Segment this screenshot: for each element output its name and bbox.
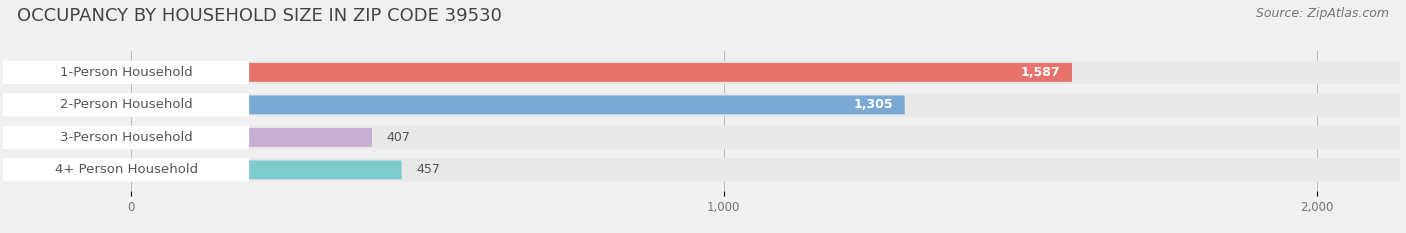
FancyBboxPatch shape [3, 126, 249, 149]
Text: 1-Person Household: 1-Person Household [59, 66, 193, 79]
FancyBboxPatch shape [131, 63, 1071, 82]
FancyBboxPatch shape [3, 126, 1400, 149]
FancyBboxPatch shape [3, 93, 1400, 116]
FancyBboxPatch shape [3, 93, 249, 116]
FancyBboxPatch shape [131, 128, 373, 147]
Text: 4+ Person Household: 4+ Person Household [55, 163, 198, 176]
FancyBboxPatch shape [3, 158, 1400, 182]
Text: 407: 407 [387, 131, 411, 144]
FancyBboxPatch shape [3, 61, 249, 84]
FancyBboxPatch shape [3, 158, 249, 182]
Text: 1,587: 1,587 [1021, 66, 1060, 79]
Text: 1,305: 1,305 [853, 98, 893, 111]
FancyBboxPatch shape [131, 161, 402, 179]
Text: 2-Person Household: 2-Person Household [59, 98, 193, 111]
Text: OCCUPANCY BY HOUSEHOLD SIZE IN ZIP CODE 39530: OCCUPANCY BY HOUSEHOLD SIZE IN ZIP CODE … [17, 7, 502, 25]
FancyBboxPatch shape [131, 96, 904, 114]
Text: 457: 457 [416, 163, 440, 176]
Text: 3-Person Household: 3-Person Household [59, 131, 193, 144]
Text: Source: ZipAtlas.com: Source: ZipAtlas.com [1256, 7, 1389, 20]
FancyBboxPatch shape [3, 61, 1400, 84]
